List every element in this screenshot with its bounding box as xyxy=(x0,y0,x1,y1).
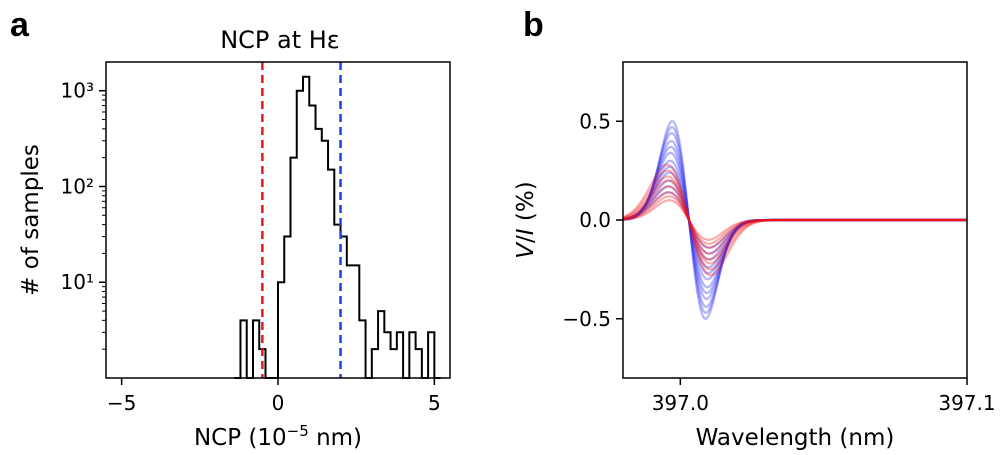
profile-series-2-2 xyxy=(623,195,967,245)
panel-label-b: b xyxy=(523,6,544,44)
profile-series-1-7 xyxy=(623,159,967,281)
profile-series-2-6 xyxy=(623,175,967,265)
chart-b-y-label: V/I (%) xyxy=(513,181,539,258)
chart-a-y-axis: 10¹ 10² 10³ xyxy=(61,79,106,350)
profile-series-1-10 xyxy=(623,179,967,261)
polarization-plot-area xyxy=(623,120,967,320)
profile-series-1-2 xyxy=(623,125,967,315)
profile-series-1-1 xyxy=(623,120,967,320)
x-tick-label: 0 xyxy=(272,391,285,415)
profile-series-1-8 xyxy=(623,165,967,275)
profile-series-1-4 xyxy=(623,139,967,301)
profile-series-2-4 xyxy=(623,185,967,255)
y-tick-label: 10¹ xyxy=(61,270,94,294)
y-tick-label: −0.5 xyxy=(562,307,611,331)
x-tick-label: 397.1 xyxy=(938,391,995,415)
profile-series-1-12 xyxy=(623,191,967,249)
y-tick-label: 0.0 xyxy=(579,208,611,232)
profile-series-2-3 xyxy=(623,191,967,249)
x-tick-label: 397.0 xyxy=(652,391,709,415)
profile-series-2-7 xyxy=(623,169,967,271)
profile-series-1-11 xyxy=(623,185,967,255)
chart-b-x-axis: 397.0 397.1 xyxy=(652,378,996,415)
chart-a-y-label: # of samples xyxy=(18,144,44,296)
profile-series-1-3 xyxy=(623,131,967,309)
profile-series-2-8 xyxy=(623,163,967,277)
chart-a-x-label: NCP (10−5 nm) xyxy=(194,422,362,451)
x-tick-label: −5 xyxy=(107,391,136,415)
chart-a-x-axis: −5 0 5 xyxy=(107,378,441,415)
y-tick-label: 10² xyxy=(61,174,94,198)
profile-series-1-9 xyxy=(623,171,967,269)
histogram-plot-area xyxy=(234,62,441,379)
x-tick-label: 5 xyxy=(428,391,441,415)
histogram-step-line xyxy=(234,75,441,379)
chart-b-x-label-visible: Wavelength (nm) xyxy=(696,425,895,451)
y-tick-label: 0.5 xyxy=(579,109,611,133)
panel-label-a: a xyxy=(10,6,30,44)
chart-a-title: NCP at Hε xyxy=(220,26,340,54)
y-tick-label: 10³ xyxy=(61,79,94,103)
profile-series-1-5 xyxy=(623,145,967,295)
profile-series-2-1 xyxy=(623,199,967,241)
profile-series-2-5 xyxy=(623,179,967,261)
profile-series-1-6 xyxy=(623,151,967,289)
chart-b-y-axis: 0.5 0.0 −0.5 xyxy=(562,109,623,331)
